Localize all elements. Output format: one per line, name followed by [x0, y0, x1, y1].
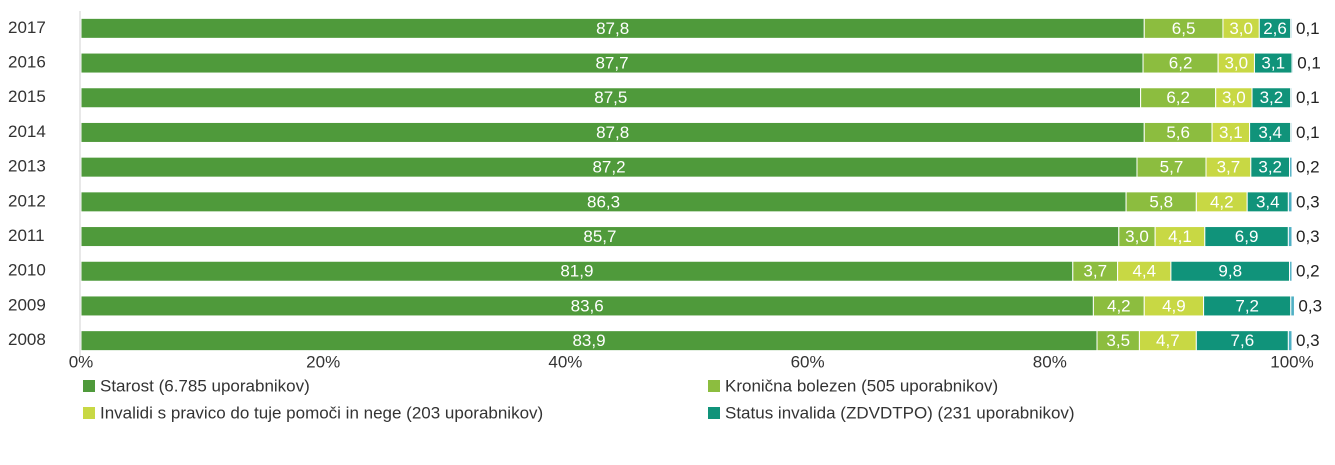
bar-segment — [1287, 330, 1293, 352]
value-label: 3,4 — [1256, 192, 1280, 211]
value-label: 83,9 — [572, 331, 605, 350]
value-label: 5,8 — [1149, 192, 1173, 211]
value-label: 87,8 — [596, 19, 629, 38]
y-tick-label: 2016 — [8, 53, 46, 72]
value-label: 5,6 — [1166, 123, 1190, 142]
x-tick-label: 60% — [791, 352, 825, 371]
value-label: 0,2 — [1296, 262, 1320, 281]
legend-label: Status invalida (ZDVDTPO) (231 uporabnik… — [725, 403, 1075, 422]
value-label: 9,8 — [1218, 262, 1242, 281]
value-label: 4,9 — [1162, 296, 1186, 315]
value-label: 4,2 — [1107, 296, 1131, 315]
y-tick-label: 2017 — [8, 18, 46, 37]
value-label: 87,5 — [594, 88, 627, 107]
value-label: 87,8 — [596, 123, 629, 142]
value-label: 3,2 — [1258, 158, 1282, 177]
value-label: 3,4 — [1258, 123, 1282, 142]
value-label: 0,3 — [1296, 227, 1320, 246]
value-label: 6,2 — [1169, 54, 1193, 73]
value-label: 3,7 — [1217, 158, 1241, 177]
y-tick-label: 2008 — [8, 330, 46, 349]
value-label: 87,2 — [592, 158, 625, 177]
y-tick-label: 2010 — [8, 261, 46, 280]
value-label: 3,1 — [1261, 54, 1285, 73]
x-tick-label: 20% — [306, 352, 340, 371]
value-label: 0,1 — [1296, 123, 1320, 142]
legend-swatch — [83, 380, 95, 392]
value-label: 85,7 — [583, 227, 616, 246]
value-label: 2,6 — [1263, 19, 1287, 38]
legend-swatch — [708, 407, 720, 419]
x-tick-label: 0% — [69, 352, 94, 371]
value-label: 81,9 — [560, 262, 593, 281]
value-label: 3,0 — [1229, 19, 1253, 38]
value-label: 0,1 — [1296, 88, 1320, 107]
legend-label: Invalidi s pravico do tuje pomoči in neg… — [100, 403, 543, 422]
value-label: 4,2 — [1210, 192, 1234, 211]
bar-segment — [1289, 260, 1293, 282]
bar-segment — [1289, 156, 1293, 178]
bar-segment — [1290, 295, 1295, 317]
value-label: 6,9 — [1235, 227, 1259, 246]
value-label: 86,3 — [587, 192, 620, 211]
value-label: 83,6 — [571, 296, 604, 315]
legend-swatch — [708, 380, 720, 392]
y-tick-label: 2014 — [8, 122, 46, 141]
value-label: 3,7 — [1083, 262, 1107, 281]
y-tick-label: 2012 — [8, 191, 46, 210]
bar-segment — [1291, 52, 1294, 74]
x-tick-label: 80% — [1033, 352, 1067, 371]
value-label: 7,6 — [1231, 331, 1255, 350]
x-tick-label: 100% — [1270, 352, 1313, 371]
value-label: 0,1 — [1296, 19, 1320, 38]
value-label: 4,4 — [1132, 262, 1156, 281]
bar-segment — [1290, 121, 1293, 143]
legend-swatch — [83, 407, 95, 419]
y-tick-label: 2011 — [8, 226, 45, 245]
value-label: 3,0 — [1224, 54, 1248, 73]
bar-segment — [1287, 191, 1293, 213]
value-label: 3,0 — [1125, 227, 1149, 246]
value-label: 3,0 — [1222, 88, 1246, 107]
value-label: 0,3 — [1298, 296, 1322, 315]
value-label: 3,1 — [1219, 123, 1243, 142]
value-label: 4,7 — [1156, 331, 1180, 350]
legend-label: Starost (6.785 uporabnikov) — [100, 376, 310, 395]
value-label: 4,1 — [1168, 227, 1192, 246]
value-label: 7,2 — [1235, 296, 1259, 315]
y-tick-label: 2013 — [8, 157, 46, 176]
value-label: 6,5 — [1172, 19, 1196, 38]
value-label: 87,7 — [595, 54, 628, 73]
bar-segment — [1290, 87, 1293, 109]
legend-label: Kronična bolezen (505 uporabnikov) — [725, 376, 998, 395]
value-label: 5,7 — [1160, 158, 1184, 177]
y-tick-label: 2015 — [8, 87, 46, 106]
value-label: 3,2 — [1260, 88, 1284, 107]
x-tick-label: 40% — [548, 352, 582, 371]
bar-segment — [1287, 226, 1293, 248]
value-label: 0,2 — [1296, 158, 1320, 177]
y-tick-label: 2009 — [8, 295, 46, 314]
value-label: 6,2 — [1166, 88, 1190, 107]
value-label: 0,3 — [1296, 331, 1320, 350]
value-label: 3,5 — [1106, 331, 1130, 350]
bar-segment — [1290, 17, 1293, 39]
value-label: 0,1 — [1297, 54, 1321, 73]
value-label: 0,3 — [1296, 192, 1320, 211]
